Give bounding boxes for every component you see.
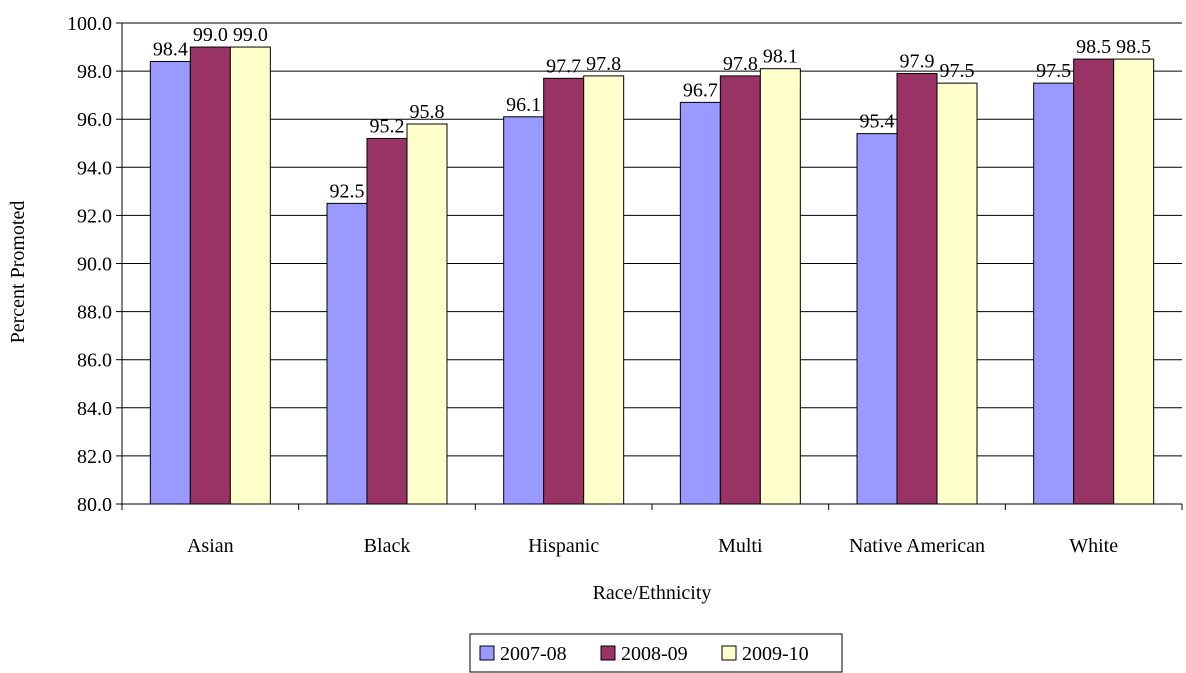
data-label: 98.5 [1116, 36, 1151, 58]
y-tick-label: 84.0 [77, 398, 112, 420]
bar-2007-08-black [326, 202, 368, 505]
data-labels: 98.499.0 99.092.595.295.8 96.197.7 97.896.7… [153, 24, 1151, 202]
bar-2007-08-native-american [856, 133, 898, 505]
bar-2009-10-black [406, 123, 448, 505]
y-tick-label: 94.0 [77, 157, 112, 179]
legend-label: 2008-09 [621, 643, 688, 665]
y-tick-label: 92.0 [77, 205, 112, 227]
bar-2008-09-hispanic [543, 77, 585, 505]
y-tick-label: 98.0 [77, 61, 112, 83]
data-label: 99.0 [193, 24, 228, 46]
data-label: 97.8 [586, 53, 621, 75]
bar-2008-09-native-american [896, 73, 938, 505]
data-label: 96.7 [683, 79, 718, 101]
legend-swatch [479, 645, 495, 661]
x-category-label: Multi [718, 535, 763, 557]
legend-swatch [721, 645, 737, 661]
data-label: 97.7 [546, 55, 581, 77]
data-label: 98.4 [153, 38, 188, 60]
y-axis-title: Percent Promoted [7, 201, 29, 344]
bars [149, 46, 1155, 505]
bar-2007-08-white [1033, 82, 1075, 505]
data-label: 97.8 [723, 53, 758, 75]
bar-2007-08-hispanic [503, 116, 545, 505]
y-tick-label: 96.0 [77, 109, 112, 131]
bar-2008-09-asian [189, 46, 231, 505]
legend-label: 2007-08 [500, 643, 567, 665]
y-tick-label: 88.0 [77, 302, 112, 324]
x-category-label: Asian [187, 535, 234, 557]
bar-2009-10-hispanic [583, 75, 625, 505]
y-tick-labels: 80.0 82.0 84.0 86.0 88.0 90.0 92.0 94.0 96.0 98.0… [67, 13, 112, 516]
bar-2008-09-black [366, 137, 408, 505]
x-category-label: White [1069, 535, 1118, 557]
data-label: 98.5 [1076, 36, 1111, 58]
gridlines [122, 22, 1182, 457]
data-label: 97.9 [900, 51, 935, 73]
x-category-label: Native American [849, 535, 985, 557]
y-tick-label: 80.0 [77, 494, 112, 516]
legend-swatch [600, 645, 616, 661]
bar-2009-10-native-american [936, 82, 978, 505]
data-label: 99.0 [233, 24, 268, 46]
data-label: 92.5 [330, 180, 365, 202]
x-axis-title: Race/Ethnicity [593, 582, 712, 604]
bar-2009-10-multi [759, 68, 801, 505]
y-tick-label: 100.0 [67, 13, 112, 35]
y-tick-label: 86.0 [77, 350, 112, 372]
data-label: 95.2 [370, 115, 405, 137]
data-label: 97.5 [940, 60, 975, 82]
y-tick-label: 90.0 [77, 254, 112, 276]
data-label: 98.1 [763, 46, 798, 68]
bar-2009-10-white [1113, 58, 1155, 505]
data-label: 97.5 [1036, 60, 1071, 82]
data-label: 96.1 [506, 94, 541, 116]
legend-label: 2009-10 [742, 643, 809, 665]
bar-2009-10-asian [229, 46, 271, 505]
bar-2007-08-asian [149, 60, 191, 505]
data-label: 95.4 [860, 111, 895, 133]
data-label: 95.8 [410, 101, 445, 123]
bar-2008-09-multi [719, 75, 761, 505]
x-category-label: Black [364, 535, 411, 557]
axes [116, 22, 1183, 510]
bar-2007-08-multi [679, 101, 721, 505]
y-tick-label: 82.0 [77, 446, 112, 468]
legend-box [469, 633, 843, 673]
x-category-labels: Asian Black Hispanic Multi Native American Wh… [187, 535, 1118, 557]
bar-2008-09-white [1073, 58, 1115, 505]
x-category-label: Hispanic [528, 535, 599, 557]
legend: 2007-08 2008-09 2009-10 [469, 633, 843, 673]
